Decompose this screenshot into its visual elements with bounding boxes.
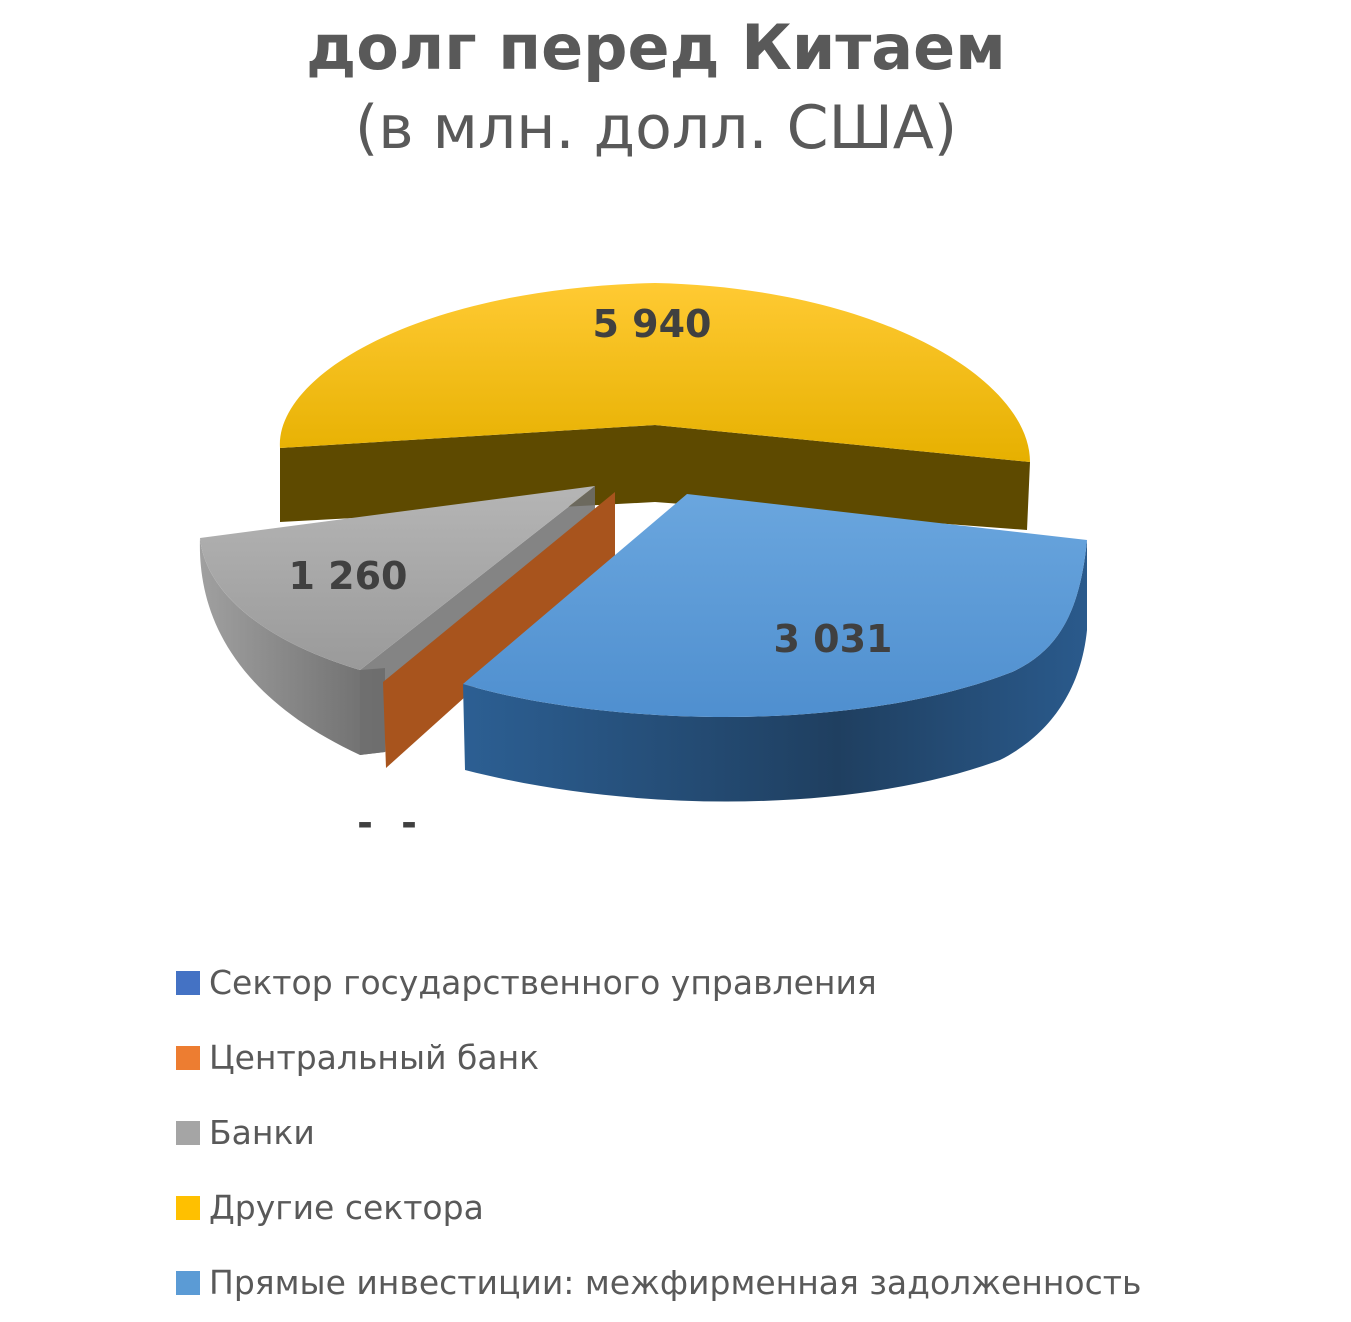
legend-label-central-bank: Центральный банк	[209, 1038, 540, 1077]
legend-label-banks: Банки	[209, 1113, 315, 1152]
legend-swatch-central-bank	[176, 1045, 200, 1070]
legend-item-central-bank: Центральный банк	[176, 1020, 1141, 1095]
legend-item-government: Сектор государственного управления	[176, 945, 1141, 1020]
pie-chart: 5 940 1 260 3 031 - -	[199, 283, 1087, 845]
data-label-government: -	[357, 801, 373, 845]
slice-central-bank	[383, 492, 615, 768]
slice-direct-investment-top	[463, 494, 1087, 718]
legend-label-direct-investment: Прямые инвестиции: межфирменная задолжен…	[209, 1263, 1142, 1302]
slice-direct-investment	[463, 494, 1087, 802]
chart-subtitle: (в млн. долл. США)	[354, 93, 958, 163]
legend-swatch-banks	[176, 1120, 200, 1145]
slice-central-bank-side	[383, 492, 615, 768]
data-label-central-bank: -	[401, 801, 417, 845]
legend-swatch-government	[176, 970, 200, 995]
slice-banks-side	[199, 538, 385, 755]
data-label-direct-investment: 3 031	[774, 617, 893, 661]
legend: Сектор государственного управления Центр…	[176, 945, 1141, 1320]
legend-swatch-other-sectors	[176, 1195, 200, 1220]
legend-item-banks: Банки	[176, 1095, 1141, 1170]
legend-label-other-sectors: Другие сектора	[209, 1188, 484, 1227]
legend-item-direct-investment: Прямые инвестиции: межфирменная задолжен…	[176, 1245, 1141, 1320]
slice-banks-top	[200, 486, 595, 670]
slice-other-sectors-top	[279, 283, 1030, 462]
legend-item-other-sectors: Другие сектора	[176, 1170, 1141, 1245]
slice-direct-investment-side	[463, 540, 1087, 802]
data-label-banks: 1 260	[289, 554, 408, 598]
legend-swatch-direct-investment	[176, 1270, 200, 1295]
legend-label-government: Сектор государственного управления	[209, 963, 877, 1002]
chart-title: долг перед Китаем	[306, 11, 1006, 84]
data-label-other-sectors: 5 940	[593, 302, 712, 346]
